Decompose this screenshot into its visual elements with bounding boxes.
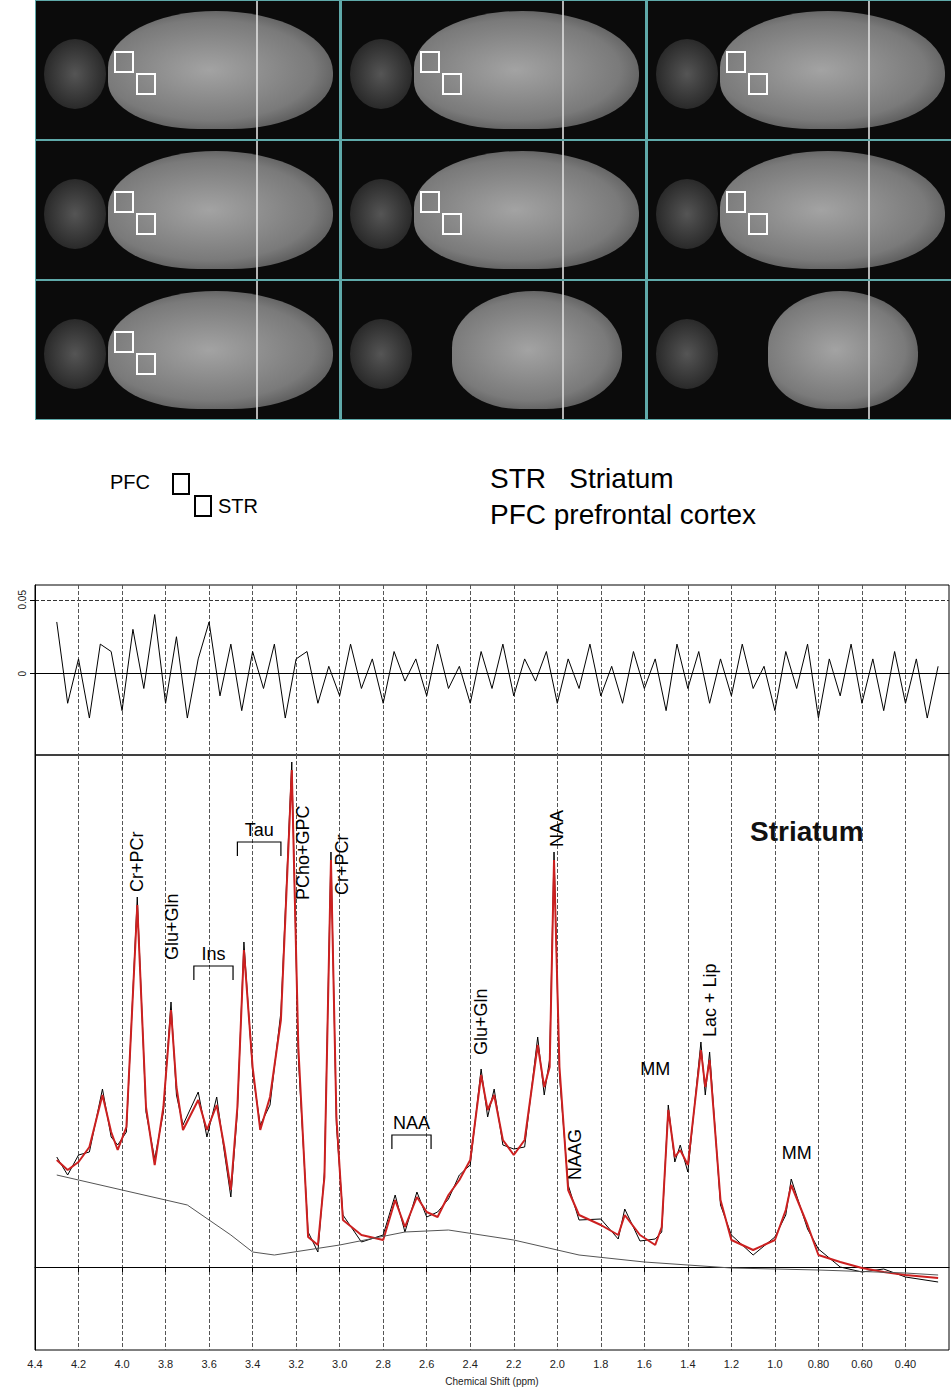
svg-text:4.2: 4.2 — [71, 1358, 86, 1370]
svg-text:1.4: 1.4 — [680, 1358, 695, 1370]
svg-text:2.2: 2.2 — [506, 1358, 521, 1370]
svg-text:0: 0 — [17, 670, 28, 676]
html-text:STR: STR — [218, 495, 258, 517]
svg-text:4.4: 4.4 — [27, 1358, 42, 1370]
svg-text:1.8: 1.8 — [593, 1358, 608, 1370]
svg-text:2.4: 2.4 — [463, 1358, 478, 1370]
svg-text:0.80: 0.80 — [808, 1358, 829, 1370]
svg-text:3.0: 3.0 — [332, 1358, 347, 1370]
svg-text:Chemical Shift (ppm): Chemical Shift (ppm) — [445, 1376, 538, 1387]
svg-text:Ins: Ins — [201, 944, 225, 964]
svg-text:NAAG: NAAG — [565, 1129, 585, 1180]
svg-text:Lac + Lip: Lac + Lip — [700, 963, 720, 1037]
html-text:STR Striatum: STR Striatum — [490, 463, 674, 494]
svg-text:MM: MM — [640, 1059, 670, 1079]
svg-text:0.05: 0.05 — [17, 590, 28, 610]
svg-text:3.2: 3.2 — [288, 1358, 303, 1370]
html-text:PFC: PFC — [110, 471, 150, 493]
svg-text:Cr+PCr: Cr+PCr — [127, 831, 147, 892]
svg-text:1.6: 1.6 — [637, 1358, 652, 1370]
html-text:PFC prefrontal cortex: PFC prefrontal cortex — [490, 499, 757, 530]
svg-text:Glu+Gln: Glu+Gln — [471, 988, 491, 1055]
svg-text:Glu+Gln: Glu+Gln — [162, 893, 182, 960]
svg-text:2.0: 2.0 — [550, 1358, 565, 1370]
svg-text:0.60: 0.60 — [851, 1358, 872, 1370]
svg-text:1.0: 1.0 — [767, 1358, 782, 1370]
svg-text:NAA: NAA — [393, 1113, 430, 1133]
svg-text:Cr+PCr: Cr+PCr — [332, 834, 352, 895]
svg-text:0.40: 0.40 — [895, 1358, 916, 1370]
svg-text:2.6: 2.6 — [419, 1358, 434, 1370]
svg-text:3.8: 3.8 — [158, 1358, 173, 1370]
svg-text:Tau: Tau — [245, 820, 274, 840]
svg-text:1.2: 1.2 — [724, 1358, 739, 1370]
svg-text:PCho+GPC: PCho+GPC — [293, 805, 313, 900]
svg-text:4.0: 4.0 — [114, 1358, 129, 1370]
svg-text:MM: MM — [782, 1143, 812, 1163]
svg-text:2.8: 2.8 — [376, 1358, 391, 1370]
svg-text:3.6: 3.6 — [201, 1358, 216, 1370]
svg-text:NAA: NAA — [547, 810, 567, 847]
svg-text:Striatum: Striatum — [750, 816, 864, 847]
svg-text:3.4: 3.4 — [245, 1358, 260, 1370]
